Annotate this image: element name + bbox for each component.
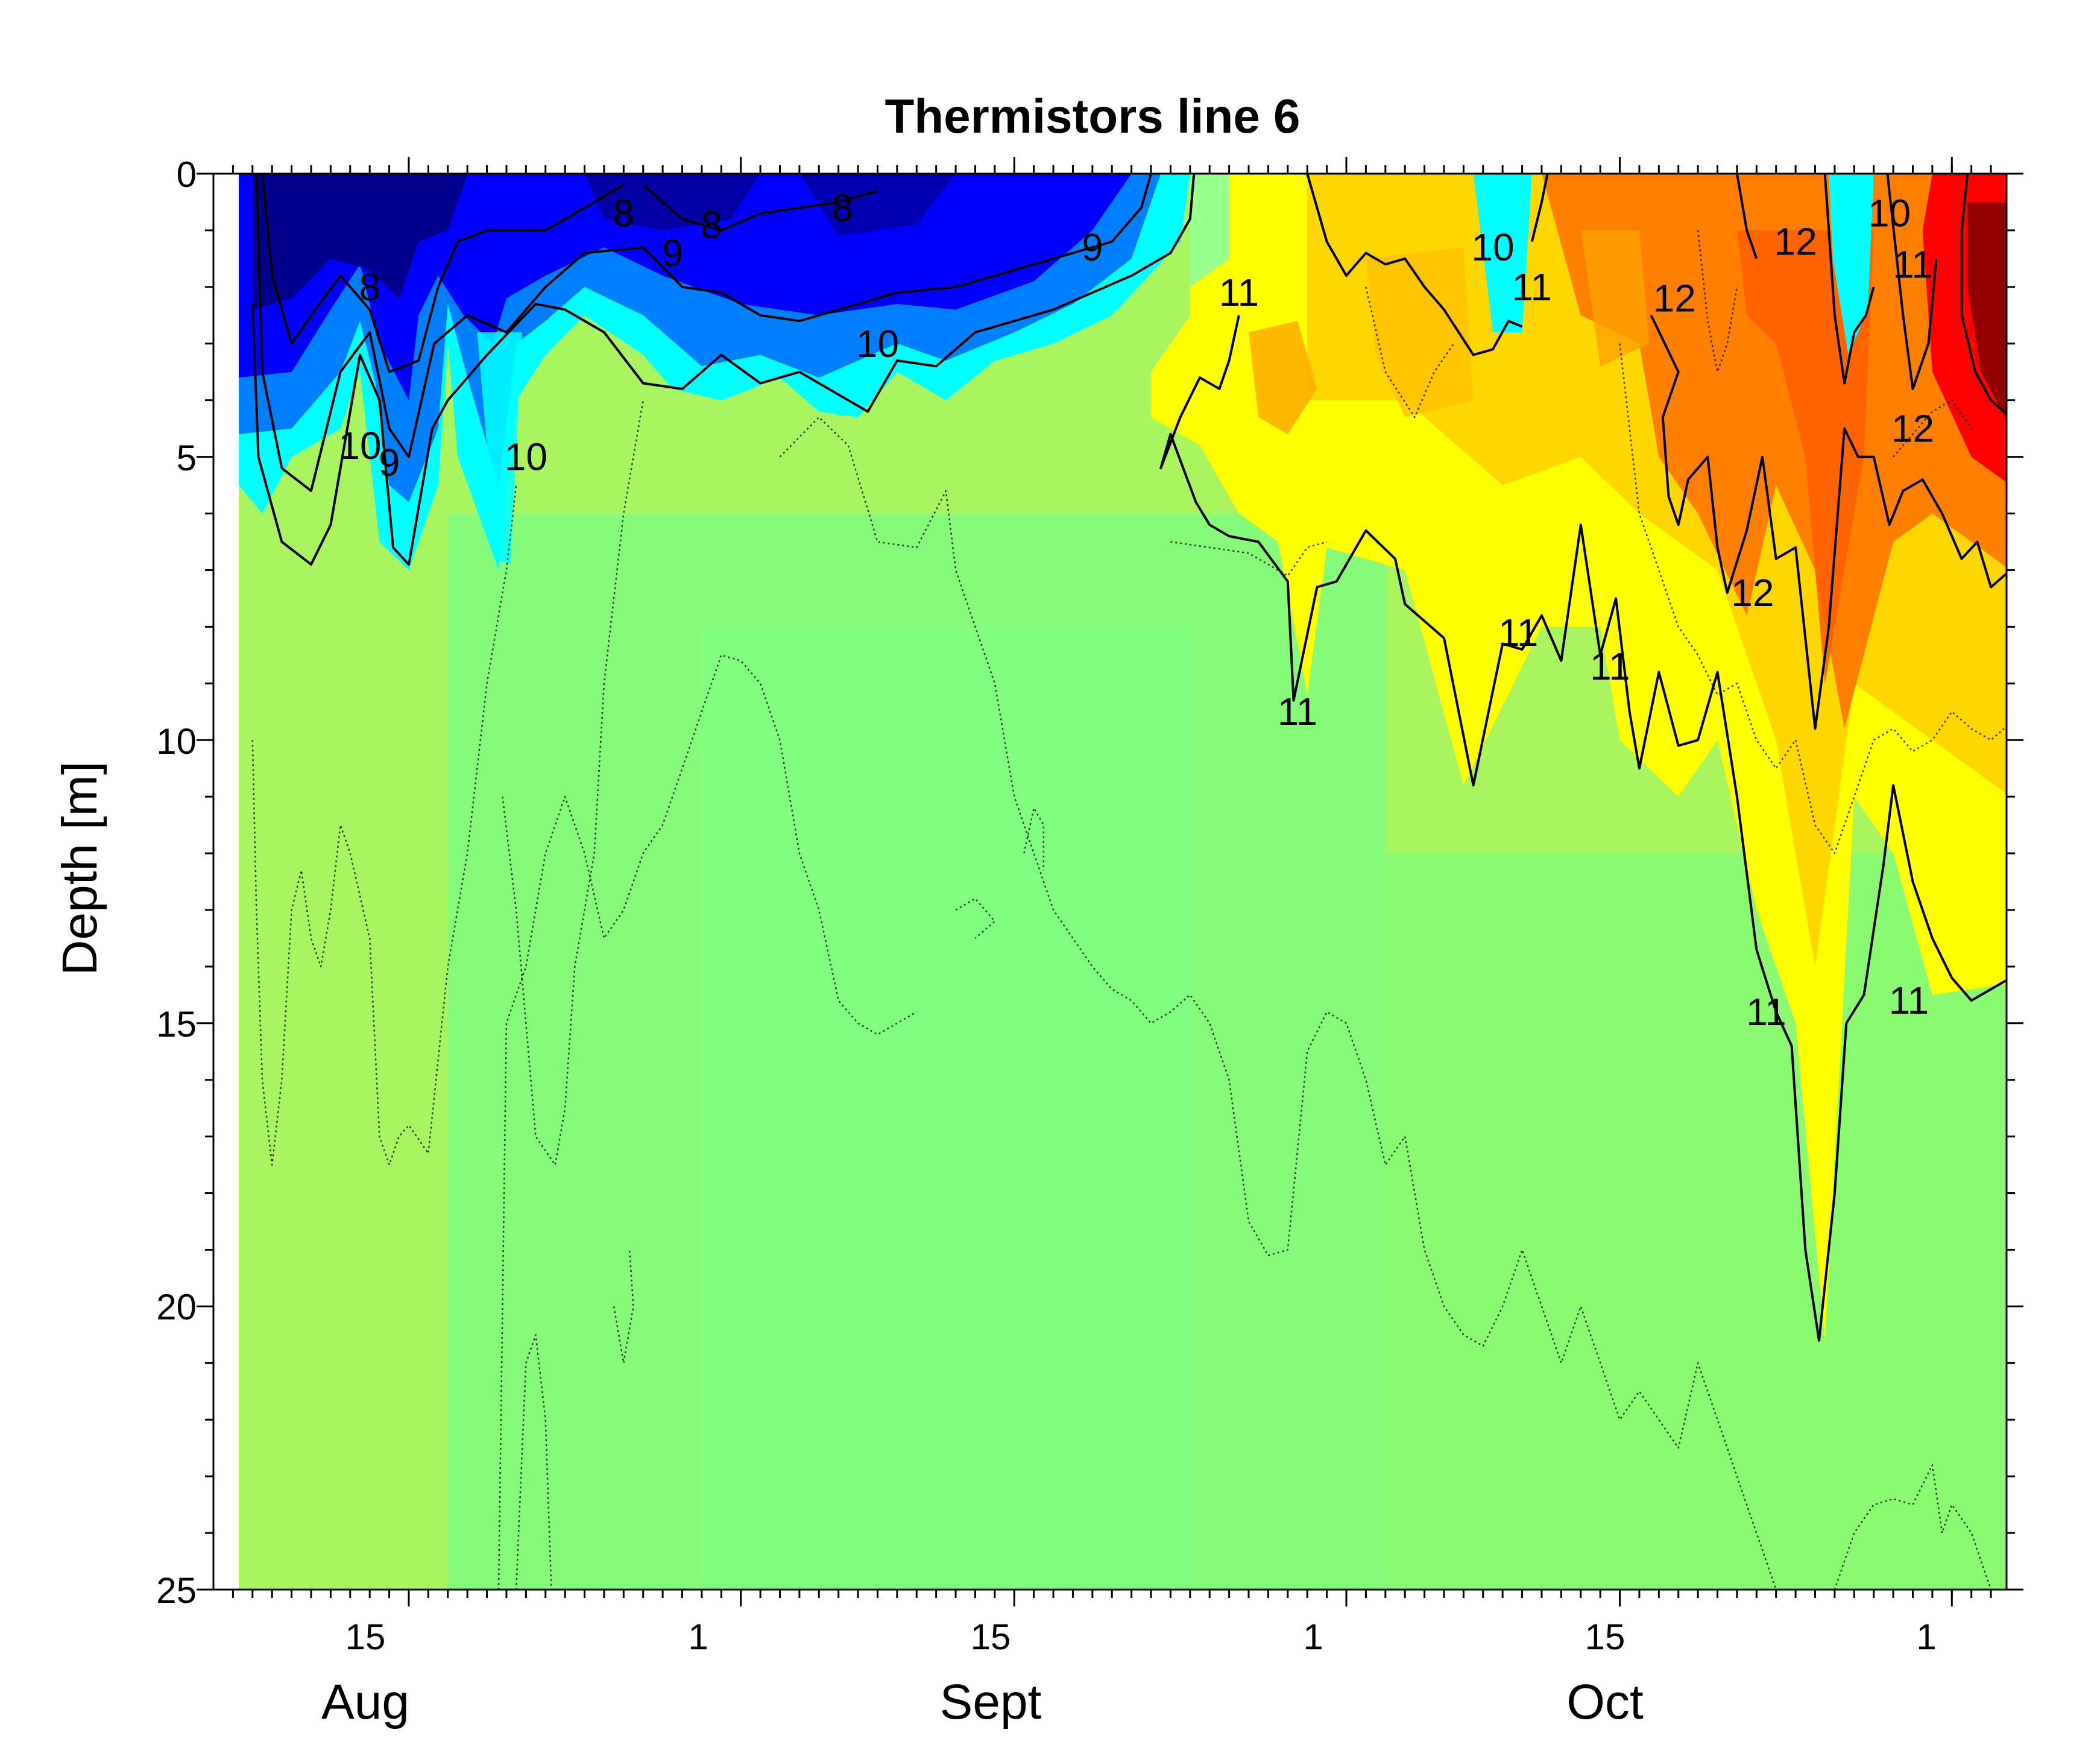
contour-11 xyxy=(1306,174,1523,356)
contour-label: 8 xyxy=(831,186,853,229)
contour-label: 9 xyxy=(1082,226,1103,269)
x-tick-label: 15 xyxy=(345,1617,386,1657)
contour-label: 9 xyxy=(662,231,684,274)
axis-ticks xyxy=(197,157,2023,1606)
contour-11 xyxy=(1823,174,1875,385)
contour-label: 8 xyxy=(613,192,635,235)
contour-dotted xyxy=(497,654,917,1590)
cold-zone-7 xyxy=(252,174,468,310)
contour-label: 11 xyxy=(1590,645,1630,688)
contour-label: 10 xyxy=(856,322,899,365)
field-zone xyxy=(1385,853,2007,1590)
contour-label: 12 xyxy=(1774,220,1817,264)
y-tick-label: 10 xyxy=(156,721,197,762)
field-zone xyxy=(701,627,1190,1590)
x-tick-label: 1 xyxy=(1916,1617,1936,1657)
contour-dotted xyxy=(502,400,644,1166)
contour-label: 8 xyxy=(701,203,722,247)
x-tick-label: 1 xyxy=(1303,1617,1323,1657)
contour-11 xyxy=(1530,174,1549,242)
contour-label: 11 xyxy=(1889,979,1929,1022)
temperature-field xyxy=(239,174,2007,1590)
x-tick-label: 1 xyxy=(688,1617,708,1657)
month-label-sept: Sept xyxy=(940,1675,1042,1729)
contour-lines xyxy=(251,174,2007,1590)
contour-8 xyxy=(261,174,625,373)
contour-dotted xyxy=(1893,399,1972,458)
contour-dotted xyxy=(1834,1464,1992,1590)
contour-10 xyxy=(251,174,1196,566)
y-tick-label: 5 xyxy=(177,438,197,478)
y-tick-label: 25 xyxy=(156,1570,197,1611)
contour-11 xyxy=(1845,784,2007,1024)
warm-zone-12 xyxy=(1542,174,2007,729)
contour-11 xyxy=(1886,174,1938,390)
contour-12 xyxy=(1650,314,2007,730)
cold-zone-8 xyxy=(239,174,1132,400)
contour-label: 11 xyxy=(1278,690,1317,733)
contour-label: 11 xyxy=(1512,265,1552,309)
hot-zone-14 xyxy=(1967,202,2007,422)
contour-dotted xyxy=(1170,541,1327,577)
contour-12 xyxy=(1960,174,2007,415)
x-axis: 15 1 15 1 15 1 Aug Sept Oct xyxy=(321,1617,1937,1729)
contour-dotted xyxy=(1365,286,1455,419)
contour-label: 11 xyxy=(1498,611,1538,654)
cool-tongue xyxy=(1829,174,1874,355)
contour-dotted xyxy=(779,416,1777,1590)
month-label-oct: Oct xyxy=(1566,1675,1644,1729)
contour-11 xyxy=(1159,315,1848,1342)
contour-label: 12 xyxy=(1891,407,1934,450)
warm-pocket xyxy=(1249,321,1317,434)
contour-dotted xyxy=(1023,807,1045,871)
contour-label: 8 xyxy=(359,265,380,309)
contour-9 xyxy=(255,174,1152,492)
contour-label: 9 xyxy=(379,441,400,484)
y-tick-label: 0 xyxy=(177,154,197,195)
x-tick-label: 15 xyxy=(1585,1617,1625,1657)
y-tick-label: 15 xyxy=(156,1004,197,1044)
contour-label: 12 xyxy=(1653,277,1696,320)
y-tick-label: 20 xyxy=(156,1287,197,1327)
warm-pocket xyxy=(1580,230,1650,367)
y-axis-title: Depth [m] xyxy=(52,761,107,975)
contour-dotted xyxy=(955,897,996,939)
contour-label: 10 xyxy=(1868,192,1911,235)
contour-label: 11 xyxy=(1219,271,1259,314)
warm-pocket xyxy=(1366,247,1474,417)
cold-zone-7 xyxy=(584,174,761,230)
month-label-aug: Aug xyxy=(321,1675,409,1729)
plot-frame xyxy=(212,172,2008,1591)
cold-zone-7 xyxy=(799,174,956,236)
contour-label: 12 xyxy=(1731,571,1774,614)
contour-dotted xyxy=(515,1334,552,1590)
contour-12 xyxy=(1735,174,1758,259)
contour-label: 10 xyxy=(1471,226,1514,269)
contour-label: 10 xyxy=(505,435,547,479)
contour-8 xyxy=(642,184,878,232)
y-axis: 0 5 10 15 20 25 Depth [m] xyxy=(52,154,197,1611)
x-tick-label: 15 xyxy=(971,1617,1011,1657)
chart-title: Thermistors line 6 xyxy=(884,89,1300,143)
contour-dotted xyxy=(251,485,517,1166)
contour-dotted xyxy=(1619,343,2007,854)
contour-label: 10 xyxy=(338,424,381,467)
cold-tongue xyxy=(477,332,522,564)
contour-label: 11 xyxy=(1893,242,1932,286)
contour-label: 11 xyxy=(1746,990,1786,1034)
cool-tongue xyxy=(1473,174,1532,332)
cool-tongue xyxy=(1190,174,1229,287)
